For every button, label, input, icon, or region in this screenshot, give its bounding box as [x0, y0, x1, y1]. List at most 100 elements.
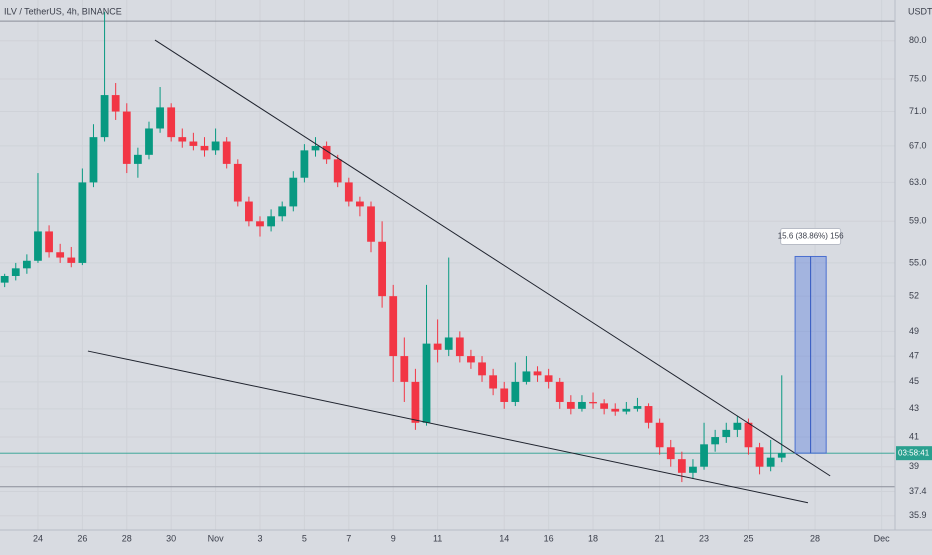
candle-body	[300, 150, 309, 178]
candle-body	[544, 375, 553, 382]
candle-body	[422, 343, 431, 423]
x-tick-label: 11	[433, 533, 442, 543]
candle-body	[611, 408, 620, 412]
candle-body	[411, 381, 420, 423]
y-tick-label: 75.0	[909, 73, 927, 83]
candle-body	[200, 145, 209, 151]
x-tick-label: 28	[810, 533, 820, 543]
candle-body	[733, 422, 742, 430]
candle-body	[566, 401, 575, 409]
candle-body	[689, 466, 697, 473]
candle-body	[777, 453, 786, 458]
y-tick-label: 43	[909, 403, 919, 413]
x-tick-label: Nov	[208, 533, 225, 543]
candle-body	[333, 159, 342, 183]
candle-body	[677, 459, 686, 473]
candle-body	[267, 216, 275, 227]
x-tick-label: 21	[655, 533, 665, 543]
candle-body	[367, 206, 375, 242]
x-tick-label: 30	[166, 533, 176, 543]
candle-body	[433, 343, 442, 350]
candle-body	[766, 457, 775, 467]
candle-body	[145, 128, 153, 155]
y-tick-label: 41	[909, 431, 919, 441]
candle-body	[311, 145, 320, 151]
candle-body	[278, 206, 287, 217]
trendline	[154, 39, 831, 477]
x-tick-label: 24	[33, 533, 43, 543]
y-tick-label: 35.9	[909, 510, 927, 520]
candle-body	[344, 182, 353, 202]
candle-body	[522, 371, 531, 382]
candle-body	[100, 95, 109, 138]
measure-label: 15.6 (38.86%) 156	[778, 232, 844, 241]
y-tick-label: 80.0	[909, 35, 927, 45]
candle-body	[245, 201, 253, 222]
x-tick-label: 5	[302, 533, 307, 543]
candle-body	[389, 296, 398, 357]
candle-body	[67, 257, 76, 263]
candle-body	[700, 444, 708, 467]
candle-body	[633, 406, 642, 409]
candle-body	[644, 406, 653, 423]
candle-body	[256, 221, 264, 227]
currency-label: USDT	[908, 6, 932, 16]
measure-label-box	[780, 227, 842, 245]
y-tick-label: 63.0	[909, 177, 927, 187]
candle-body	[744, 422, 753, 448]
x-tick-label: 23	[699, 533, 709, 543]
candle-body	[34, 231, 42, 261]
candle-body	[167, 107, 176, 138]
x-tick-label: 25	[743, 533, 753, 543]
candle-body	[478, 362, 486, 376]
candle-body	[511, 381, 520, 402]
y-tick-label: 45	[909, 376, 919, 386]
candle-body	[356, 201, 364, 207]
x-tick-label: 16	[544, 533, 554, 543]
y-tick-label: 59.0	[909, 216, 927, 226]
candle-body	[600, 403, 609, 409]
candle-body	[156, 107, 164, 129]
candle-body	[711, 437, 720, 445]
trendline	[87, 350, 809, 504]
y-tick-label: 37.4	[909, 486, 927, 496]
candle-body	[533, 371, 542, 376]
y-tick-label: 71.0	[909, 106, 927, 116]
candle-body	[500, 388, 509, 402]
candle-body	[289, 177, 298, 207]
candle-body	[489, 375, 498, 389]
x-tick-label: 14	[499, 533, 509, 543]
candle-body	[78, 182, 87, 263]
candle-body	[222, 141, 231, 164]
candle-body	[45, 231, 53, 253]
countdown-box	[896, 446, 932, 461]
candle-body	[555, 381, 564, 402]
candle-body	[211, 141, 220, 151]
candle-body	[589, 401, 597, 404]
y-tick-label: 67.0	[909, 140, 927, 150]
y-tick-label: 39	[909, 461, 919, 471]
y-tick-label: 52	[909, 291, 919, 301]
candle-body	[322, 145, 331, 160]
y-tick-label: 55.0	[909, 257, 927, 267]
candle-body	[722, 429, 731, 438]
candle-body	[122, 111, 131, 164]
candle-body	[233, 163, 242, 202]
x-tick-label: 26	[77, 533, 87, 543]
candle-body	[189, 141, 198, 146]
candle-body	[666, 447, 675, 460]
candle-body	[133, 154, 142, 164]
candle-body	[444, 337, 453, 350]
chart-title: ILV / TetherUS, 4h, BINANCE	[4, 6, 122, 16]
candle-body	[0, 275, 9, 283]
y-tick-label: 47	[909, 350, 919, 360]
candle-body	[622, 408, 631, 412]
candle-body	[578, 401, 586, 409]
x-tick-label: 7	[346, 533, 351, 543]
candle-body	[178, 137, 187, 142]
candle-body	[455, 337, 464, 357]
candle-body	[378, 241, 386, 297]
y-tick-label: 49	[909, 326, 919, 336]
